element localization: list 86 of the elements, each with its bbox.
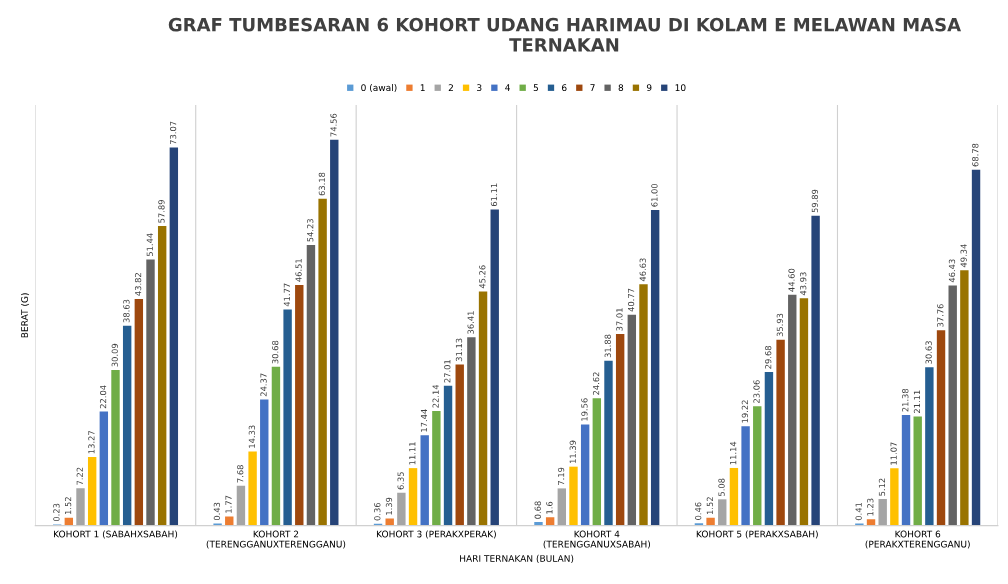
legend-label: 10	[675, 84, 686, 92]
data-label: 57.89	[158, 200, 165, 223]
data-label: 61.11	[490, 183, 498, 207]
data-label: 7.68	[237, 465, 244, 483]
data-label: 41.77	[283, 283, 290, 307]
data-label: 6.35	[397, 472, 404, 490]
data-label: 43.82	[134, 273, 142, 296]
data-label: 46.43	[948, 259, 956, 283]
data-label: 61.00	[651, 183, 658, 207]
data-label: 30.09	[111, 343, 118, 367]
data-label: 21.11	[913, 390, 920, 413]
data-label: 36.41	[467, 311, 474, 334]
data-label: 37.76	[937, 304, 944, 327]
data-label: 14.33	[248, 425, 256, 448]
data-label: 19.22	[741, 400, 749, 423]
x-tick-label: KOHORT 4 (TERENGGANUXSABAH)	[543, 530, 651, 549]
data-label: 46.63	[639, 258, 646, 282]
data-label: 0.68	[534, 501, 541, 519]
data-label: 74.56	[330, 113, 337, 137]
data-label: 7.22	[76, 467, 83, 485]
data-label: 24.37	[260, 373, 267, 397]
data-label: 38.63	[123, 299, 130, 323]
data-label: 5.12	[878, 478, 886, 496]
data-label: 37.01	[616, 308, 623, 331]
chart-title: GRAF TUMBESARAN 6 KOHORT UDANG HARIMAU DI KOLAM E MELAWAN MASA TERNAKAN	[168, 17, 962, 52]
data-label: 19.56	[581, 398, 588, 421]
legend-label: 6	[562, 84, 567, 92]
data-label: 11.11	[409, 442, 416, 465]
data-label: 1.77	[225, 495, 232, 513]
data-label: 44.60	[788, 268, 795, 292]
x-tick-label: KOHORT 5 (PERAKXSABAH)	[696, 530, 818, 539]
data-label: 24.62	[592, 372, 600, 395]
data-label: 0.41	[855, 502, 862, 521]
data-label: 23.06	[753, 380, 760, 403]
data-label: 31.88	[604, 334, 611, 358]
x-tick-label: KOHORT 2 (TERENGGANUXTERENGGANU)	[206, 530, 346, 549]
data-label: 59.89	[811, 189, 819, 213]
data-label: 11.14	[730, 441, 737, 465]
legend-label: 2	[448, 84, 453, 91]
data-label: 46.51	[295, 259, 302, 282]
data-label: 51.44	[146, 233, 153, 257]
y-axis-title: BERAT (G)	[21, 293, 30, 338]
data-label: 63.18	[318, 172, 326, 196]
data-label: 1.6	[546, 501, 553, 514]
data-label: 35.93	[776, 313, 784, 337]
data-label: 22.04	[99, 385, 107, 409]
data-label: 73.07	[169, 121, 177, 145]
legend-label: 3	[477, 84, 482, 92]
legend-label: 8	[618, 84, 624, 92]
data-label: 17.44	[420, 409, 428, 432]
x-tick-label: KOHORT 6 (PERAKXTERENGGANU)	[865, 530, 970, 549]
data-label: 7.19	[557, 467, 565, 485]
legend-label: 1	[420, 84, 425, 91]
data-label: 1.52	[64, 497, 72, 515]
legend-label: 4	[505, 84, 510, 91]
legend-label: 5	[533, 84, 539, 92]
data-label: 31.13	[455, 338, 463, 362]
data-label: 54.23	[307, 219, 314, 242]
data-label: 1.52	[706, 497, 713, 515]
x-axis-title: HARI TERNAKAN (BULAN)	[460, 554, 574, 563]
data-label: 0.43	[213, 502, 221, 521]
data-label: 49.34	[960, 244, 967, 268]
legend-label: 9	[646, 84, 652, 92]
data-label: 0.46	[695, 502, 702, 520]
data-label: 1.23	[867, 498, 874, 516]
data-label: 27.01	[444, 359, 451, 383]
data-label: 5.08	[718, 478, 725, 496]
data-label: 45.26	[479, 265, 486, 289]
data-label: 11.07	[890, 442, 897, 465]
data-label: 40.77	[627, 288, 635, 312]
data-label: 30.63	[925, 341, 932, 364]
data-label: 1.39	[385, 497, 393, 515]
data-label: 0.36	[374, 502, 381, 521]
legend-label: 0 (awal)	[361, 84, 397, 93]
x-tick-label: KOHORT 3 (PERAKXPERAK)	[376, 530, 496, 539]
data-label: 13.27	[88, 431, 95, 454]
data-label: 30.68	[272, 340, 279, 364]
data-label: 0.23	[53, 503, 60, 522]
data-label: 21.38	[902, 388, 909, 412]
data-label: 11.39	[569, 440, 576, 463]
data-label: 29.68	[765, 345, 772, 369]
data-label: 43.93	[800, 272, 807, 296]
data-label: 22.14	[432, 384, 439, 408]
x-tick-label: KOHORT 1 (SABAHXSABAH)	[54, 530, 178, 539]
legend-label: 7	[590, 84, 595, 91]
data-label: 68.78	[972, 143, 979, 167]
